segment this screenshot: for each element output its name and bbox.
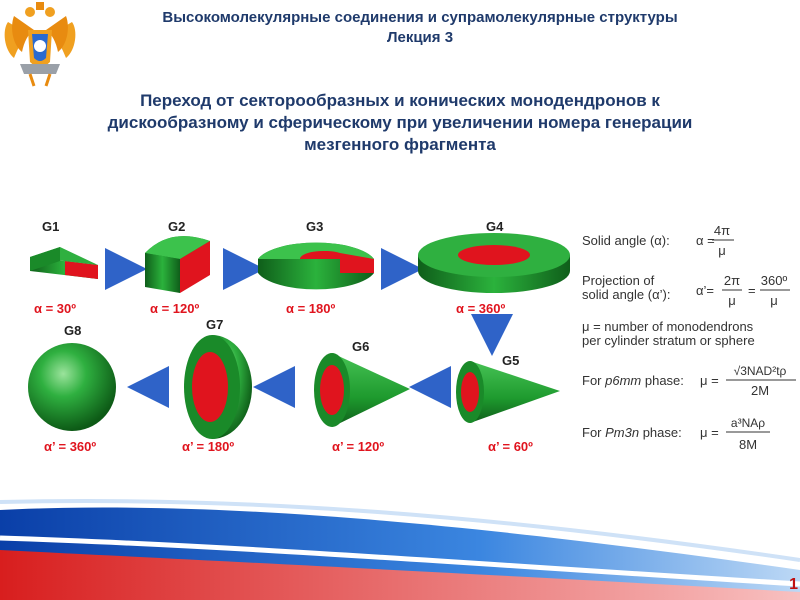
g5-angle: α’ = 60º bbox=[488, 439, 533, 454]
mu-definition-1: μ = number of monodendrons bbox=[582, 319, 754, 334]
g2-angle: α = 120º bbox=[150, 301, 199, 316]
projection-num-2: 360º bbox=[761, 273, 788, 288]
decorative-swoosh bbox=[0, 498, 800, 600]
g3-angle: α = 180º bbox=[286, 301, 335, 316]
g7-label: G7 bbox=[206, 317, 223, 332]
g5-label: G5 bbox=[502, 353, 519, 368]
projection-lhs: α’= bbox=[696, 283, 714, 298]
pm3n-label: For Pm3n phase: bbox=[582, 425, 682, 440]
double-headed-eagle-emblem-icon bbox=[4, 2, 76, 87]
p6mm-label: For p6mm phase: bbox=[582, 373, 684, 388]
slide-title-line-3: мезгенного фрагмента bbox=[304, 135, 496, 154]
g2-sector-icon bbox=[145, 236, 210, 293]
g6-angle: α’ = 120º bbox=[332, 439, 384, 454]
g4-label: G4 bbox=[486, 219, 504, 234]
g7-angle: α’ = 180º bbox=[182, 439, 234, 454]
slide-title-line-1: Переход от секторообразных и конических … bbox=[140, 91, 660, 110]
solid-angle-num: 4π bbox=[714, 223, 730, 238]
p6mm-denominator: 2M bbox=[751, 383, 769, 398]
g8-label: G8 bbox=[64, 323, 81, 338]
slide-title: Переход от секторообразных и конических … bbox=[40, 90, 760, 156]
lecture-header: Высокомолекулярные соединения и супрамол… bbox=[90, 8, 750, 48]
g8-angle: α’ = 360º bbox=[44, 439, 96, 454]
g4-angle: α = 360º bbox=[456, 301, 505, 316]
solid-angle-label: Solid angle (α): bbox=[582, 233, 670, 248]
lecture-number: Лекция 3 bbox=[386, 29, 454, 46]
solid-angle-lhs: α = bbox=[696, 233, 715, 248]
g7-hemisphere-icon bbox=[184, 335, 252, 439]
page-number: 1 bbox=[789, 576, 798, 593]
g8-sphere-icon bbox=[28, 343, 116, 431]
projection-label-2: solid angle (α’): bbox=[582, 287, 670, 302]
g6-label: G6 bbox=[352, 339, 369, 354]
projection-eq: = bbox=[748, 283, 756, 298]
pm3n-numerator: a³NAρ bbox=[731, 416, 765, 430]
course-title: Высокомолекулярные соединения и супрамол… bbox=[162, 9, 678, 26]
projection-den-2: μ bbox=[770, 293, 778, 308]
slide-title-line-2: дискообразному и сферическому при увелич… bbox=[107, 113, 693, 132]
formula-panel: Solid angle (α): α = 4π μ Projection of … bbox=[582, 223, 796, 452]
g2-label: G2 bbox=[168, 219, 185, 234]
g1-label: G1 bbox=[42, 219, 59, 234]
g6-cone-icon bbox=[314, 353, 410, 427]
g3-label: G3 bbox=[306, 219, 323, 234]
g5-cone-icon bbox=[456, 361, 560, 423]
pm3n-lhs: μ = bbox=[700, 425, 719, 440]
projection-label-1: Projection of bbox=[582, 273, 655, 288]
projection-num-1: 2π bbox=[724, 273, 740, 288]
p6mm-lhs: μ = bbox=[700, 373, 719, 388]
solid-angle-den: μ bbox=[718, 243, 726, 258]
p6mm-numerator: √3NAD²tρ bbox=[734, 364, 787, 378]
g1-wedge-icon bbox=[30, 247, 98, 279]
g3-half-disc-icon bbox=[258, 242, 374, 290]
mu-definition-2: per cylinder stratum or sphere bbox=[582, 333, 755, 348]
g1-angle: α = 30º bbox=[34, 301, 76, 316]
pm3n-denominator: 8M bbox=[739, 437, 757, 452]
projection-den-1: μ bbox=[728, 293, 736, 308]
dendron-generation-figure: G1 α = 30º G2 α = 120º G3 α = 180º G4 α … bbox=[0, 205, 800, 475]
g4-disc-icon bbox=[418, 233, 570, 293]
